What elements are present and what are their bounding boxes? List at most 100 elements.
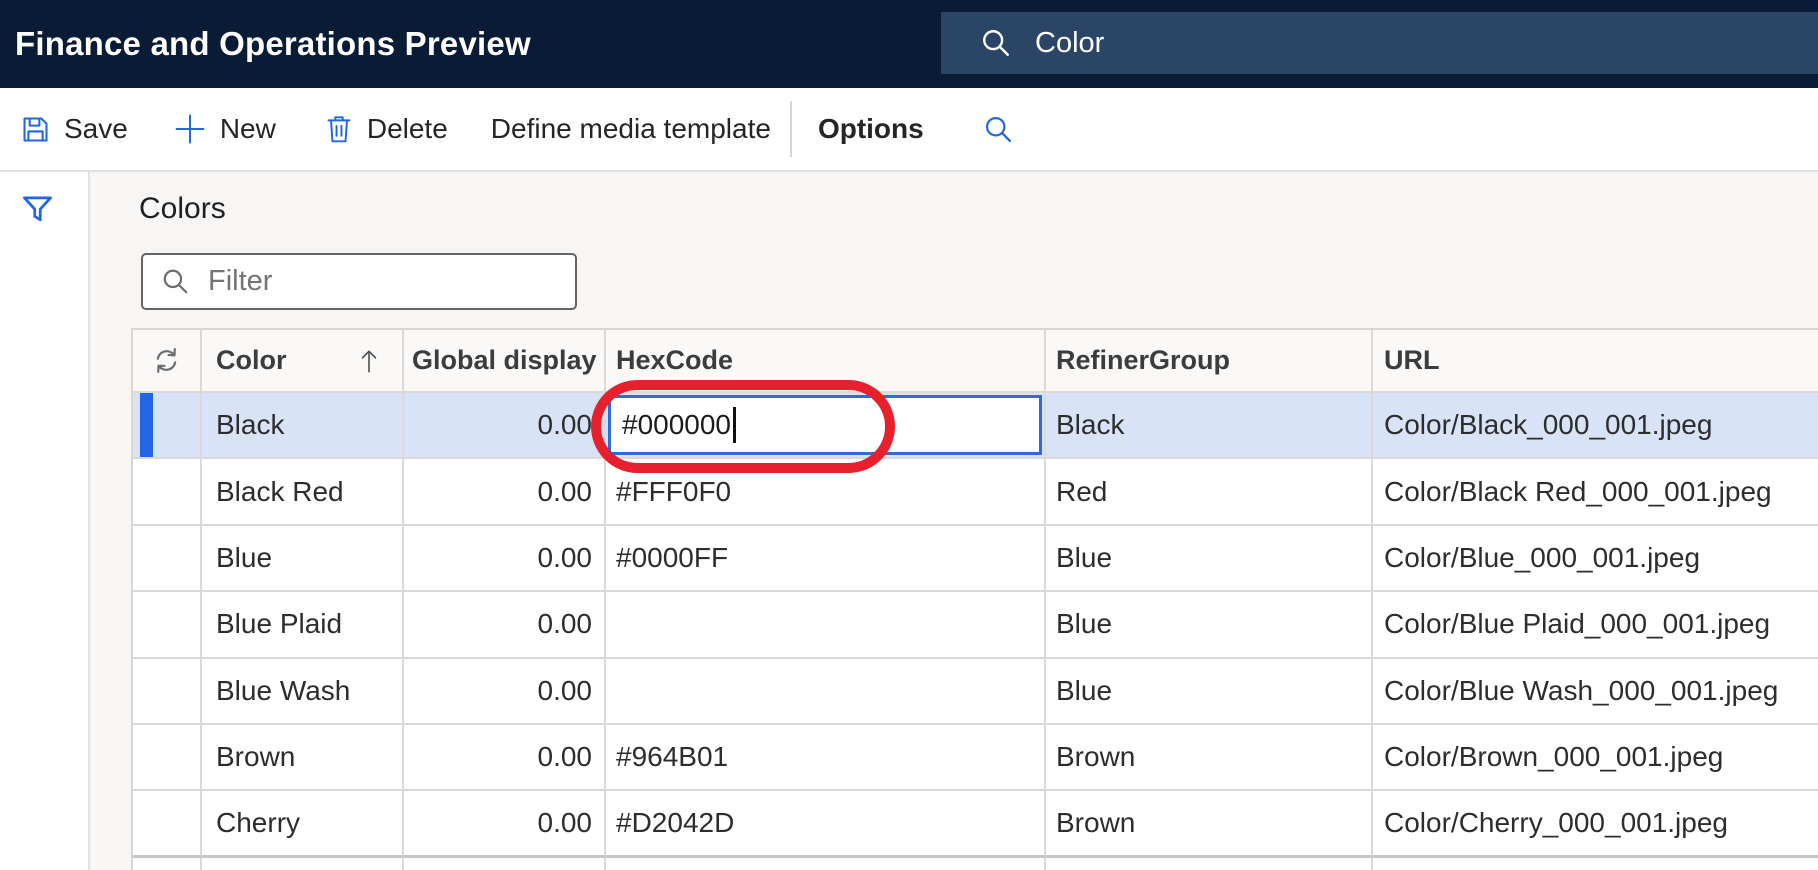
column-header-refinergroup-label: RefinerGroup xyxy=(1056,345,1231,375)
table-row-blue[interactable]: Blue 0.00 #0000FF Blue Color/Blue_000_00… xyxy=(133,525,1818,593)
row-selector-cell[interactable] xyxy=(133,592,202,659)
navigation-search-box[interactable]: Color xyxy=(941,12,1818,74)
cell-global-display[interactable]: 0.00 xyxy=(404,525,606,593)
cell-refinergroup[interactable]: Blue xyxy=(1046,592,1373,659)
text-cursor xyxy=(733,407,737,444)
cell-hexcode[interactable]: #D2042D xyxy=(606,791,1046,858)
row-selector-cell[interactable] xyxy=(133,459,202,526)
cell-color[interactable]: Blue xyxy=(202,525,404,593)
new-button[interactable]: New xyxy=(173,112,276,146)
column-header-hexcode-label: HexCode xyxy=(616,345,734,375)
cell-color[interactable]: Blue Wash xyxy=(202,658,404,725)
hexcode-value: #000000 xyxy=(622,409,732,441)
new-label: New xyxy=(219,113,276,144)
row-selector-cell[interactable] xyxy=(133,525,202,593)
cell-hexcode[interactable] xyxy=(606,592,1046,659)
rail-divider xyxy=(88,172,90,870)
sort-ascending-icon xyxy=(361,350,377,373)
column-header-global-display[interactable]: Global display ... xyxy=(404,330,606,393)
options-label: Options xyxy=(817,113,924,144)
cell-global-display[interactable]: 0.00 xyxy=(404,592,606,659)
cell-hexcode[interactable]: #964B01 xyxy=(606,724,1046,792)
column-header-hexcode[interactable]: HexCode xyxy=(606,330,1046,393)
cell-refinergroup[interactable]: Brown xyxy=(1046,791,1373,858)
save-icon xyxy=(23,116,48,142)
grid-filter-input[interactable]: Filter xyxy=(141,253,577,310)
cell-url[interactable] xyxy=(1373,858,1818,870)
funnel-icon xyxy=(23,196,52,222)
cell-refinergroup[interactable]: Red xyxy=(1046,459,1373,526)
page-title: Colors xyxy=(139,192,226,225)
trash-icon xyxy=(327,116,351,143)
cell-color[interactable]: Cherry xyxy=(202,791,404,858)
cell-refinergroup[interactable]: Brown xyxy=(1046,724,1373,792)
filter-pane-rail xyxy=(0,172,88,870)
cell-hexcode[interactable]: #FFF0F0 xyxy=(606,459,1046,526)
toolbar-divider xyxy=(789,101,792,157)
cell-global-display[interactable]: 0.00 xyxy=(404,393,606,460)
plus-icon xyxy=(175,114,205,144)
cell-color[interactable]: Black xyxy=(202,393,404,460)
table-row-black[interactable]: Black 0.00 #000000 Black Color/Black_000… xyxy=(133,393,1818,460)
define-media-template-button[interactable]: Define media template xyxy=(491,113,771,145)
grid-header-row: Color Global display ... HexCode Refiner… xyxy=(133,330,1818,393)
app-header-bar: Finance and Operations Preview Color xyxy=(0,0,1818,88)
refresh-header-cell xyxy=(133,330,202,393)
options-menu-button[interactable]: Options xyxy=(818,113,924,145)
open-filter-pane-button[interactable] xyxy=(21,193,54,226)
filter-placeholder: Filter xyxy=(208,265,273,297)
cell-refinergroup[interactable]: Blue xyxy=(1046,525,1373,593)
define-media-template-label: Define media template xyxy=(490,113,771,144)
row-selector-cell[interactable] xyxy=(133,724,202,792)
row-selector-cell[interactable] xyxy=(133,791,202,858)
table-row-cherry[interactable]: Cherry 0.00 #D2042D Brown Color/Cherry_0… xyxy=(133,791,1818,858)
cell-url[interactable]: Color/Blue Wash_000_001.jpeg xyxy=(1373,659,1818,725)
cell-hexcode[interactable]: #0000FF xyxy=(606,525,1046,593)
column-header-color-label: Color xyxy=(216,345,287,375)
cell-global-display[interactable]: 0.00 xyxy=(404,459,606,526)
cell-url[interactable]: Color/Blue_000_001.jpeg xyxy=(1373,526,1818,593)
cell-url[interactable]: Color/Black_000_001.jpeg xyxy=(1373,393,1818,460)
toolbar-search-button[interactable] xyxy=(982,113,1015,146)
cell-color[interactable]: Black Red xyxy=(202,459,404,526)
action-pane: Save New Delete Define media template Op… xyxy=(0,88,1818,172)
search-icon xyxy=(983,30,1009,56)
column-header-refinergroup[interactable]: RefinerGroup xyxy=(1046,330,1373,393)
table-row-partial[interactable] xyxy=(133,857,1818,870)
cell-global-display[interactable]: 0.00 xyxy=(404,658,606,725)
search-icon xyxy=(163,269,188,294)
refresh-button[interactable] xyxy=(151,345,182,376)
cell-hexcode[interactable]: #000000 xyxy=(606,393,1046,460)
row-selector-cell[interactable] xyxy=(133,857,202,870)
cell-global-display[interactable]: 0.00 xyxy=(404,791,606,858)
cell-global-display[interactable] xyxy=(404,857,606,870)
cell-color[interactable]: Brown xyxy=(202,724,404,792)
cell-refinergroup[interactable]: Black xyxy=(1046,393,1373,460)
column-header-url[interactable]: URL xyxy=(1373,330,1818,393)
column-header-url-label: URL xyxy=(1384,345,1440,375)
cell-color[interactable] xyxy=(202,857,404,870)
cell-url[interactable]: Color/Blue Plaid_000_001.jpeg xyxy=(1373,592,1818,659)
navigation-search-value: Color xyxy=(1035,26,1105,59)
table-row-brown[interactable]: Brown 0.00 #964B01 Brown Color/Brown_000… xyxy=(133,724,1818,792)
table-row-blue-plaid[interactable]: Blue Plaid 0.00 Blue Color/Blue Plaid_00… xyxy=(133,592,1818,659)
cell-color[interactable]: Blue Plaid xyxy=(202,592,404,659)
column-header-global-display-label: Global display ... xyxy=(412,345,606,375)
cell-global-display[interactable]: 0.00 xyxy=(404,724,606,792)
hexcode-edit-input[interactable]: #000000 xyxy=(608,395,1042,456)
column-header-color[interactable]: Color xyxy=(202,330,404,393)
table-row-black-red[interactable]: Black Red 0.00 #FFF0F0 Red Color/Black R… xyxy=(133,459,1818,526)
row-selector-cell[interactable] xyxy=(133,393,202,460)
cell-url[interactable]: Color/Cherry_000_001.jpeg xyxy=(1373,791,1818,858)
cell-refinergroup[interactable] xyxy=(1046,857,1373,870)
delete-label: Delete xyxy=(366,113,448,144)
delete-button[interactable]: Delete xyxy=(324,113,448,145)
table-row-blue-wash[interactable]: Blue Wash 0.00 Blue Color/Blue Wash_000_… xyxy=(133,658,1818,725)
cell-hexcode[interactable] xyxy=(606,658,1046,725)
cell-hexcode[interactable] xyxy=(606,857,1046,870)
cell-url[interactable]: Color/Black Red_000_001.jpeg xyxy=(1373,459,1818,526)
cell-url[interactable]: Color/Brown_000_001.jpeg xyxy=(1373,725,1818,792)
row-selector-cell[interactable] xyxy=(133,658,202,725)
save-button[interactable]: Save xyxy=(20,113,128,145)
cell-refinergroup[interactable]: Blue xyxy=(1046,658,1373,725)
